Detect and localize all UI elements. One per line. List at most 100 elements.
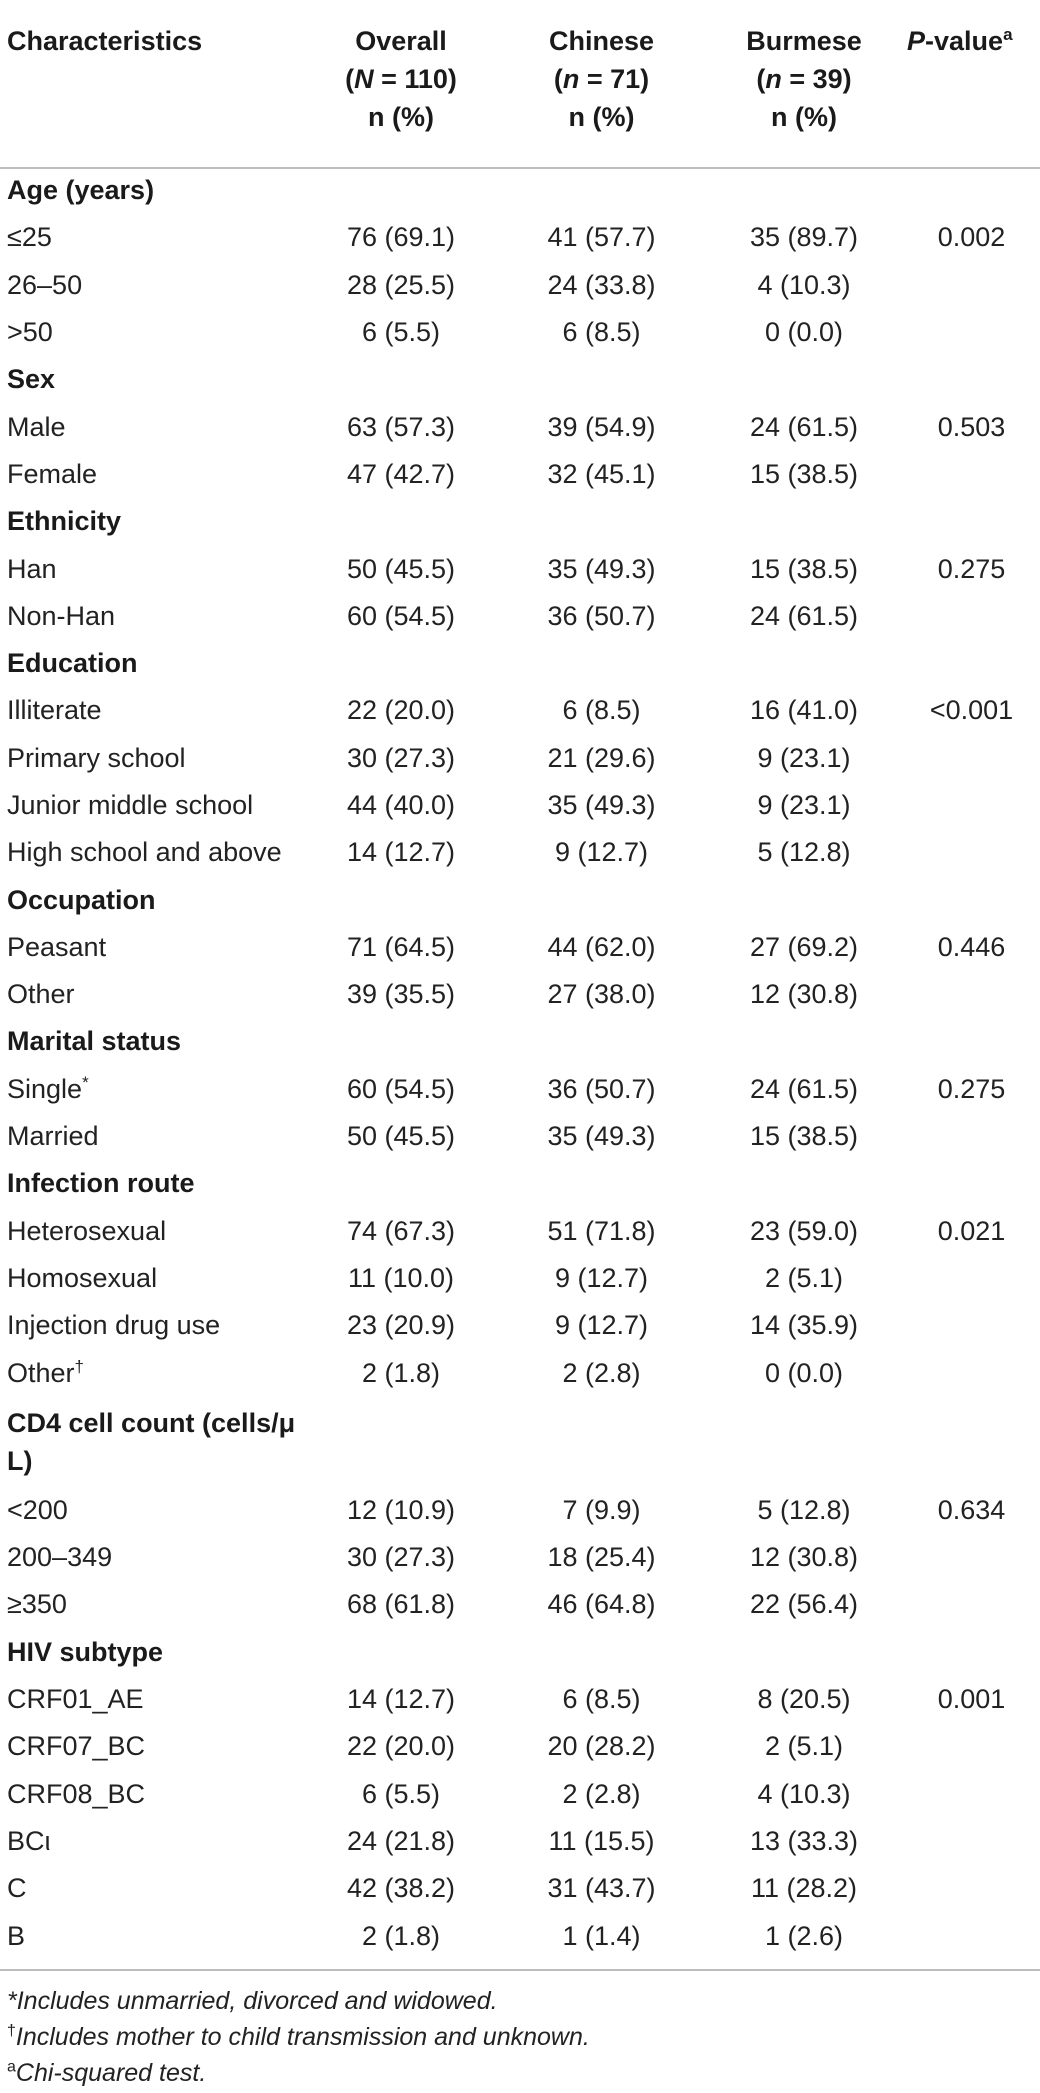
pvalue-cell — [903, 1865, 1040, 1912]
empty-cell — [705, 498, 903, 545]
row-label: Junior middle school — [7, 790, 254, 820]
empty-cell — [304, 356, 498, 403]
footnote-marker: † — [74, 1356, 84, 1376]
table-header: Characteristics Overall (N = 110) n (%) … — [0, 0, 1040, 167]
pvalue-cell — [903, 1723, 1040, 1770]
chinese-cell: 35 (49.3) — [547, 553, 656, 584]
empty-cell — [498, 167, 705, 214]
footnote-text: Chi-squared test. — [15, 2059, 207, 2087]
empty-cell — [705, 1018, 903, 1065]
pvalue-cell — [903, 971, 1040, 1018]
empty-cell — [705, 1160, 903, 1207]
overall-cell: 74 (67.3) — [346, 1215, 456, 1246]
footnote-text: *Includes unmarried, divorced and widowe… — [7, 1987, 498, 2015]
table-row: CRF08_BC 6 (5.5) 2 (2.8) 4 (10.3) — [0, 1771, 1040, 1818]
table-row: B 2 (1.8) 1 (1.4) 1 (2.6) — [0, 1912, 1040, 1959]
overall-cell: 14 (12.7) — [346, 837, 456, 868]
empty-cell — [498, 1397, 705, 1487]
chinese-cell: 9 (12.7) — [554, 837, 649, 868]
pvalue-cell — [903, 309, 1040, 356]
footnote: aChi-squared test. — [7, 2055, 1027, 2091]
section-header-row: Education — [0, 640, 1040, 687]
chinese-cell: 7 (9.9) — [562, 1494, 641, 1525]
pvalue-cell: 0.503 — [937, 411, 1006, 442]
pvalue-cell — [903, 1302, 1040, 1349]
overall-cell: 24 (21.8) — [346, 1825, 456, 1856]
row-label: BCι — [7, 1825, 51, 1856]
pvalue-cell — [903, 1912, 1040, 1959]
empty-cell — [903, 640, 1040, 687]
section-header-row: Marital status — [0, 1018, 1040, 1065]
empty-cell — [705, 876, 903, 923]
burmese-cell: 14 (35.9) — [749, 1310, 859, 1341]
table-row: Single* 60 (54.5) 36 (50.7) 24 (61.5) 0.275 — [0, 1066, 1040, 1113]
row-label: Other — [7, 979, 75, 1010]
chinese-cell: 35 (49.3) — [547, 790, 656, 820]
chinese-cell: 6 (8.5) — [562, 1684, 641, 1715]
footnotes: *Includes unmarried, divorced and widowe… — [7, 1983, 1027, 2091]
table-row: >50 6 (5.5) 6 (8.5) 0 (0.0) — [0, 309, 1040, 356]
empty-cell — [903, 1018, 1040, 1065]
chinese-cell: 1 (1.4) — [562, 1920, 641, 1951]
chinese-cell: 20 (28.2) — [547, 1731, 656, 1762]
table-row: Primary school 30 (27.3) 21 (29.6) 9 (23.1) — [0, 735, 1040, 782]
chinese-cell: 2 (2.8) — [562, 1357, 641, 1388]
chinese-cell: 2 (2.8) — [562, 1778, 641, 1809]
burmese-cell: 15 (38.5) — [749, 553, 859, 584]
pvalue-cell: 0.446 — [937, 931, 1006, 962]
overall-cell: 6 (5.5) — [361, 1778, 441, 1809]
chinese-cell: 27 (38.0) — [547, 979, 656, 1010]
table-row: BCι 24 (21.8) 11 (15.5) 13 (33.3) — [0, 1818, 1040, 1865]
section-header-row: HIV subtype — [0, 1629, 1040, 1676]
chinese-cell: 9 (12.7) — [554, 1310, 649, 1341]
empty-cell — [498, 498, 705, 545]
chinese-cell: 6 (8.5) — [562, 317, 641, 348]
empty-cell — [498, 640, 705, 687]
pvalue-cell — [903, 1534, 1040, 1581]
section-label: Sex — [7, 364, 56, 395]
overall-cell: 50 (45.5) — [346, 1121, 456, 1152]
section-label: Occupation — [7, 884, 156, 915]
header-pvalue: P-valuea — [907, 25, 1013, 56]
header-overall-title: Overall — [355, 26, 447, 56]
overall-cell: 76 (69.1) — [346, 222, 456, 253]
row-label: Married — [7, 1121, 99, 1152]
burmese-cell: 12 (30.8) — [749, 979, 859, 1010]
row-label: ≥350 — [7, 1589, 67, 1620]
chinese-cell: 11 (15.5) — [548, 1825, 655, 1856]
characteristics-table: Characteristics Overall (N = 110) n (%) … — [0, 0, 1040, 1959]
header-chinese-title: Chinese — [548, 26, 655, 56]
row-label: Single* — [7, 1072, 89, 1104]
row-label: <200 — [7, 1494, 68, 1525]
chinese-cell: 24 (33.8) — [547, 269, 656, 300]
row-label: CRF01_AE — [7, 1684, 144, 1715]
section-header-row: CD4 cell count (cells/μ L) — [0, 1397, 1040, 1487]
table-row: <200 12 (10.9) 7 (9.9) 5 (12.8) 0.634 — [0, 1487, 1040, 1534]
empty-cell — [498, 1160, 705, 1207]
table-row: Female 47 (42.7) 32 (45.1) 15 (38.5) — [0, 451, 1040, 498]
overall-cell: 44 (40.0) — [346, 790, 456, 820]
pvalue-cell: 0.002 — [937, 222, 1006, 253]
chinese-cell: 35 (49.3) — [547, 1121, 656, 1152]
overall-cell: 30 (27.3) — [346, 1542, 456, 1573]
footnote-marker: * — [82, 1072, 89, 1092]
burmese-cell: 24 (61.5) — [749, 411, 859, 442]
empty-cell — [705, 1397, 903, 1487]
chinese-cell: 36 (50.7) — [547, 1073, 656, 1104]
burmese-cell: 11 (28.2) — [750, 1873, 858, 1904]
table-row: C 42 (38.2) 31 (43.7) 11 (28.2) — [0, 1865, 1040, 1912]
row-label: Heterosexual — [7, 1215, 167, 1246]
section-header-row: Sex — [0, 356, 1040, 403]
burmese-cell: 1 (2.6) — [764, 1920, 844, 1951]
overall-cell: 12 (10.9) — [346, 1494, 456, 1525]
table-row: Other 39 (35.5) 27 (38.0) 12 (30.8) — [0, 971, 1040, 1018]
overall-cell: 2 (1.8) — [361, 1920, 441, 1951]
header-overall-count: (N = 110) — [345, 64, 457, 94]
empty-cell — [705, 356, 903, 403]
row-label: B — [7, 1920, 26, 1951]
pvalue-cell — [903, 262, 1040, 309]
burmese-cell: 16 (41.0) — [749, 695, 859, 726]
pvalue-cell — [903, 782, 1040, 829]
overall-cell: 50 (45.5) — [346, 553, 456, 584]
chinese-cell: 41 (57.7) — [547, 222, 656, 253]
